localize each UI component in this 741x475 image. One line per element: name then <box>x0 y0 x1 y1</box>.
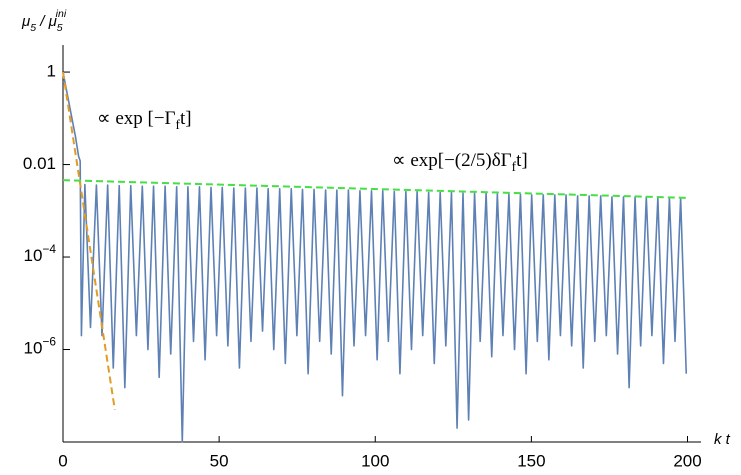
x-tick-label: 200 <box>673 451 701 470</box>
y-tick-label: 10−4 <box>24 242 57 265</box>
x-tick-label: 150 <box>517 451 545 470</box>
text-part: f <box>176 117 181 132</box>
annotation: ∝ exp[−(2/5)δΓft] <box>392 150 528 174</box>
series-line <box>62 179 688 199</box>
tick-base: 10 <box>24 339 43 358</box>
y-tick-label: 1 <box>47 62 56 81</box>
x-axis-label: k t <box>714 431 731 448</box>
text-part: 5 <box>57 22 63 34</box>
x-tick-label: 0 <box>58 451 67 470</box>
series-line <box>62 71 688 443</box>
series-line <box>62 71 116 410</box>
text-part: ini <box>56 8 67 20</box>
tick-exponent: −4 <box>42 242 56 256</box>
text-part: ∝ exp[−(2/5)δΓ <box>392 150 512 171</box>
text-part: t] <box>516 150 528 171</box>
text-part: t] <box>180 108 192 129</box>
y-tick-label: 10−6 <box>24 335 57 358</box>
text-part: / μ <box>36 13 57 30</box>
tick-exponent: −6 <box>42 335 56 349</box>
annotation: ∝ exp [−Γft] <box>97 108 192 132</box>
y-axis-label: μ5 / μ5ini <box>21 8 67 34</box>
text-part: 5 <box>30 22 36 34</box>
text-part: ∝ exp [−Γ <box>97 108 176 129</box>
x-tick-label: 50 <box>210 451 229 470</box>
tick-base: 10 <box>24 247 43 266</box>
text-part: μ <box>21 13 30 30</box>
x-tick-label: 100 <box>361 451 389 470</box>
text-part: f <box>512 159 517 174</box>
y-tick-label: 0.01 <box>23 154 56 173</box>
